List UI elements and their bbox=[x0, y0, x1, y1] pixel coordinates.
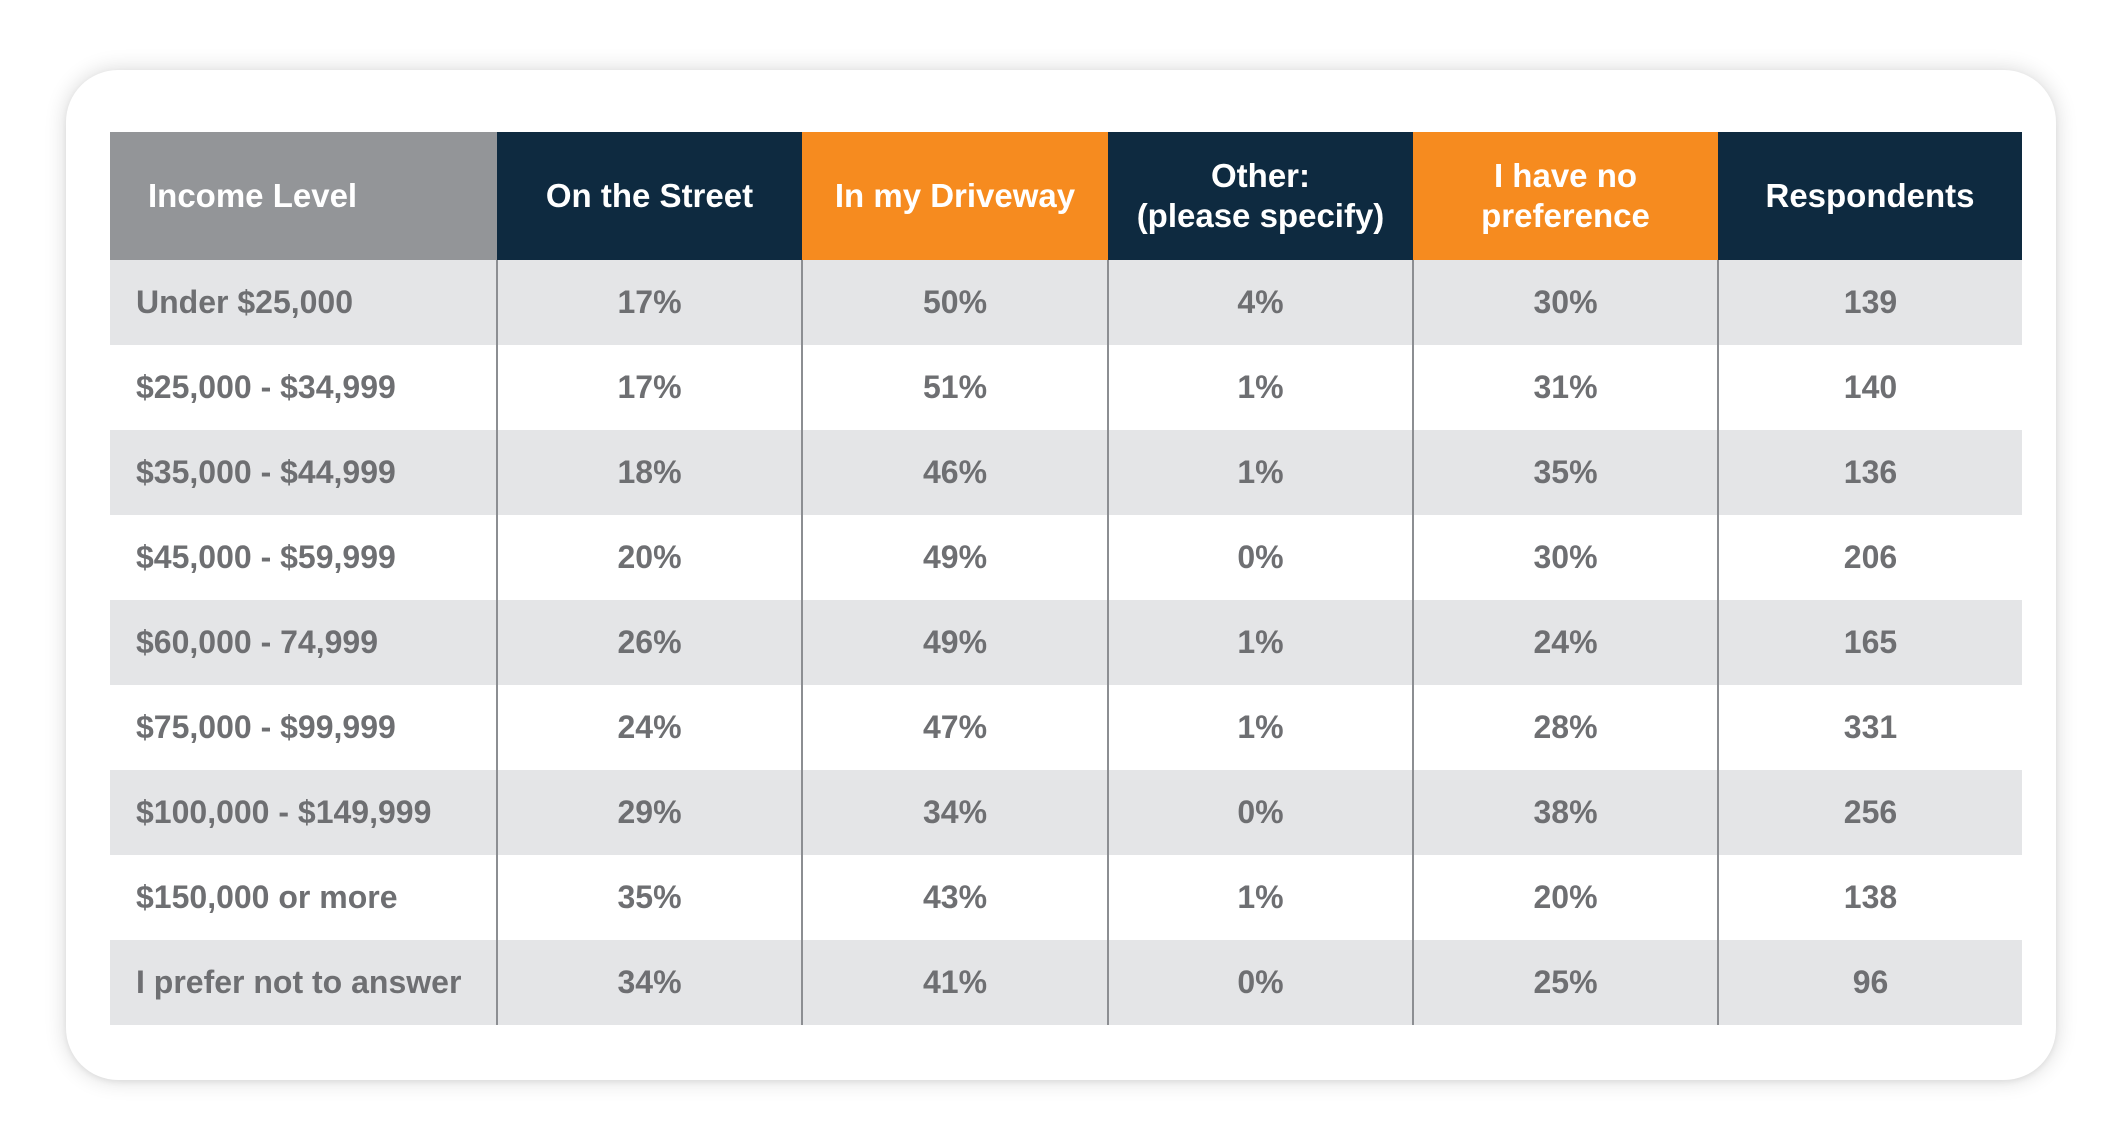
other-cell: 1% bbox=[1107, 430, 1413, 515]
in-my-driveway-cell: 46% bbox=[801, 430, 1108, 515]
respondents-cell: 138 bbox=[1717, 855, 2022, 940]
income-level-cell: I prefer not to answer bbox=[110, 940, 497, 1025]
respondents-cell: 96 bbox=[1717, 940, 2022, 1025]
no-preference-cell: 28% bbox=[1412, 685, 1718, 770]
no-preference-cell: 35% bbox=[1412, 430, 1718, 515]
respondents-cell: 136 bbox=[1717, 430, 2022, 515]
on-the-street-cell: 29% bbox=[496, 770, 802, 855]
header-on-the-street: On the Street bbox=[497, 132, 802, 260]
table-row: $60,000 - 74,999 26% 49% 1% 24% 165 bbox=[110, 600, 2022, 685]
in-my-driveway-cell: 43% bbox=[801, 855, 1108, 940]
on-the-street-cell: 34% bbox=[496, 940, 802, 1025]
income-level-cell: $25,000 - $34,999 bbox=[110, 345, 497, 430]
in-my-driveway-cell: 49% bbox=[801, 515, 1108, 600]
no-preference-cell: 31% bbox=[1412, 345, 1718, 430]
on-the-street-cell: 20% bbox=[496, 515, 802, 600]
income-level-cell: $100,000 - $149,999 bbox=[110, 770, 497, 855]
on-the-street-cell: 26% bbox=[496, 600, 802, 685]
table-row: $35,000 - $44,999 18% 46% 1% 35% 136 bbox=[110, 430, 2022, 515]
other-cell: 0% bbox=[1107, 940, 1413, 1025]
in-my-driveway-cell: 34% bbox=[801, 770, 1108, 855]
income-level-cell: $45,000 - $59,999 bbox=[110, 515, 497, 600]
no-preference-cell: 24% bbox=[1412, 600, 1718, 685]
on-the-street-cell: 17% bbox=[496, 345, 802, 430]
income-level-cell: $35,000 - $44,999 bbox=[110, 430, 497, 515]
in-my-driveway-cell: 51% bbox=[801, 345, 1108, 430]
income-level-cell: Under $25,000 bbox=[110, 260, 497, 345]
other-cell: 4% bbox=[1107, 260, 1413, 345]
header-respondents: Respondents bbox=[1718, 132, 2022, 260]
other-cell: 0% bbox=[1107, 770, 1413, 855]
header-other-please-specify: Other: (please specify) bbox=[1108, 132, 1413, 260]
header-row: Income Level On the Street In my Drivewa… bbox=[110, 132, 2022, 260]
in-my-driveway-cell: 47% bbox=[801, 685, 1108, 770]
other-cell: 1% bbox=[1107, 600, 1413, 685]
other-cell: 0% bbox=[1107, 515, 1413, 600]
table-row: I prefer not to answer 34% 41% 0% 25% 96 bbox=[110, 940, 2022, 1025]
in-my-driveway-cell: 49% bbox=[801, 600, 1108, 685]
in-my-driveway-cell: 50% bbox=[801, 260, 1108, 345]
on-the-street-cell: 24% bbox=[496, 685, 802, 770]
respondents-cell: 256 bbox=[1717, 770, 2022, 855]
table-body: Under $25,000 17% 50% 4% 30% 139 $25,000 - $34… bbox=[110, 260, 2022, 1025]
header-income-level: Income Level bbox=[110, 132, 497, 260]
other-cell: 1% bbox=[1107, 685, 1413, 770]
income-preference-table: Income Level On the Street In my Drivewa… bbox=[110, 132, 2022, 1025]
header-no-preference: I have no preference bbox=[1413, 132, 1718, 260]
other-cell: 1% bbox=[1107, 345, 1413, 430]
other-cell: 1% bbox=[1107, 855, 1413, 940]
on-the-street-cell: 18% bbox=[496, 430, 802, 515]
table-row: $45,000 - $59,999 20% 49% 0% 30% 206 bbox=[110, 515, 2022, 600]
no-preference-cell: 30% bbox=[1412, 515, 1718, 600]
table-row: $150,000 or more 35% 43% 1% 20% 138 bbox=[110, 855, 2022, 940]
header-in-my-driveway: In my Driveway bbox=[802, 132, 1108, 260]
table-row: Under $25,000 17% 50% 4% 30% 139 bbox=[110, 260, 2022, 345]
on-the-street-cell: 17% bbox=[496, 260, 802, 345]
respondents-cell: 139 bbox=[1717, 260, 2022, 345]
table-row: $75,000 - $99,999 24% 47% 1% 28% 331 bbox=[110, 685, 2022, 770]
respondents-cell: 331 bbox=[1717, 685, 2022, 770]
income-level-cell: $60,000 - 74,999 bbox=[110, 600, 497, 685]
in-my-driveway-cell: 41% bbox=[801, 940, 1108, 1025]
no-preference-cell: 20% bbox=[1412, 855, 1718, 940]
respondents-cell: 206 bbox=[1717, 515, 2022, 600]
on-the-street-cell: 35% bbox=[496, 855, 802, 940]
income-level-cell: $150,000 or more bbox=[110, 855, 497, 940]
table-row: $100,000 - $149,999 29% 34% 0% 38% 256 bbox=[110, 770, 2022, 855]
no-preference-cell: 38% bbox=[1412, 770, 1718, 855]
no-preference-cell: 30% bbox=[1412, 260, 1718, 345]
respondents-cell: 140 bbox=[1717, 345, 2022, 430]
income-level-cell: $75,000 - $99,999 bbox=[110, 685, 497, 770]
table-row: $25,000 - $34,999 17% 51% 1% 31% 140 bbox=[110, 345, 2022, 430]
no-preference-cell: 25% bbox=[1412, 940, 1718, 1025]
respondents-cell: 165 bbox=[1717, 600, 2022, 685]
table-header: Income Level On the Street In my Drivewa… bbox=[110, 132, 2022, 260]
